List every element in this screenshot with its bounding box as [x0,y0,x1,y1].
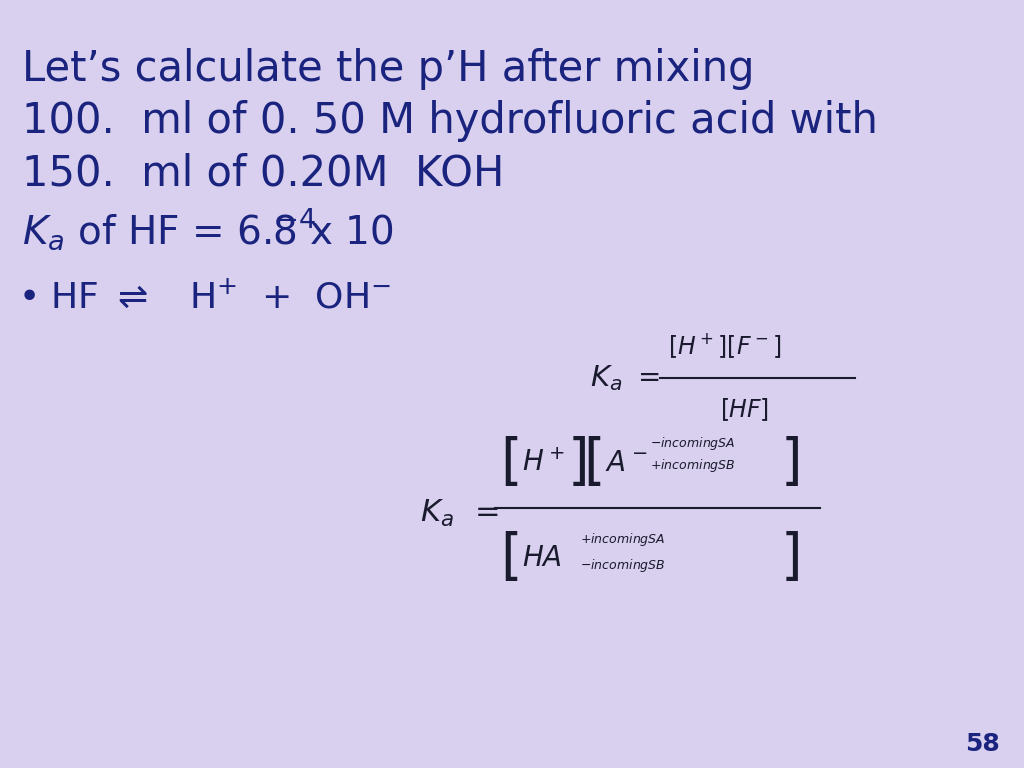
Text: $[$: $[$ [583,436,601,490]
Text: $A^-$: $A^-$ [605,449,647,477]
Text: $]$: $]$ [780,531,799,585]
Text: =: = [638,364,662,392]
Text: $]$: $]$ [780,436,799,490]
Text: $[$: $[$ [500,531,518,585]
Text: $HA$: $HA$ [522,544,562,572]
Text: • HF $\rightleftharpoons$   H$^{+}$  +  OH$^{-}$: • HF $\rightleftharpoons$ H$^{+}$ + OH$^… [18,280,391,315]
Text: $[$: $[$ [500,436,518,490]
Text: $H^+$: $H^+$ [522,449,565,477]
Text: $K_a$: $K_a$ [590,363,623,393]
Text: $-incomingSB$: $-incomingSB$ [580,558,666,574]
Text: $\mathit{K}_a$ of HF = 6.8 x 10: $\mathit{K}_a$ of HF = 6.8 x 10 [22,212,393,252]
Text: 58: 58 [966,732,1000,756]
Text: $+incomingSA$: $+incomingSA$ [580,531,666,548]
Text: $^{-4}$: $^{-4}$ [275,212,316,250]
Text: $]$: $]$ [567,436,586,490]
Text: 100.  ml of 0. 50 M hydrofluoric acid with: 100. ml of 0. 50 M hydrofluoric acid wit… [22,100,878,142]
Text: $-incomingSA$: $-incomingSA$ [650,435,735,452]
Text: 150.  ml of 0.20M  KOH: 150. ml of 0.20M KOH [22,152,505,194]
Text: $[HF]$: $[HF]$ [720,396,769,423]
Text: $K_a$: $K_a$ [420,498,454,528]
Text: $[H^+][F^-]$: $[H^+][F^-]$ [668,332,781,360]
Text: $+incomingSB$: $+incomingSB$ [650,458,735,475]
Text: =: = [475,498,501,528]
Text: Let’s calculate the p’H after mixing: Let’s calculate the p’H after mixing [22,48,755,90]
